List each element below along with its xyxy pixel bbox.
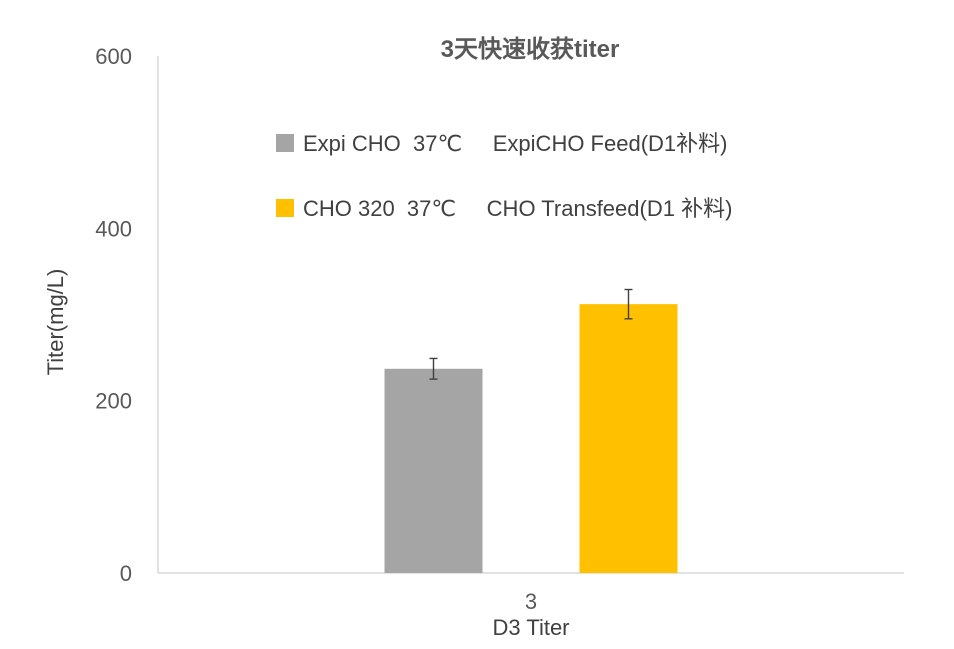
- y-tick-labels: 0 200 400 600: [95, 44, 132, 586]
- legend-label: Expi CHO 37℃ ExpiCHO Feed(D1补料): [303, 131, 727, 156]
- legend: Expi CHO 37℃ ExpiCHO Feed(D1补料) CHO 320 3…: [276, 131, 732, 221]
- legend-swatch: [276, 199, 294, 217]
- y-tick-label: 400: [95, 216, 132, 241]
- x-tick-labels: 3: [525, 589, 537, 614]
- bar: [384, 368, 483, 573]
- x-axis-title: D3 Titer: [492, 615, 569, 640]
- y-tick-label: 600: [95, 44, 132, 69]
- y-tick-label: 200: [95, 389, 132, 414]
- legend-swatch: [276, 134, 294, 152]
- y-axis-title: Titer(mg/L): [43, 269, 68, 376]
- chart-title: 3天快速收获titer: [441, 36, 620, 63]
- bar: [579, 304, 678, 573]
- bars-group: [384, 288, 678, 573]
- error-bar: [624, 288, 633, 320]
- legend-label: CHO 320 37℃ CHO Transfeed(D1 补料): [303, 196, 732, 221]
- x-tick-label: 3: [525, 589, 537, 614]
- y-tick-label: 0: [120, 561, 132, 586]
- error-bar: [429, 357, 438, 380]
